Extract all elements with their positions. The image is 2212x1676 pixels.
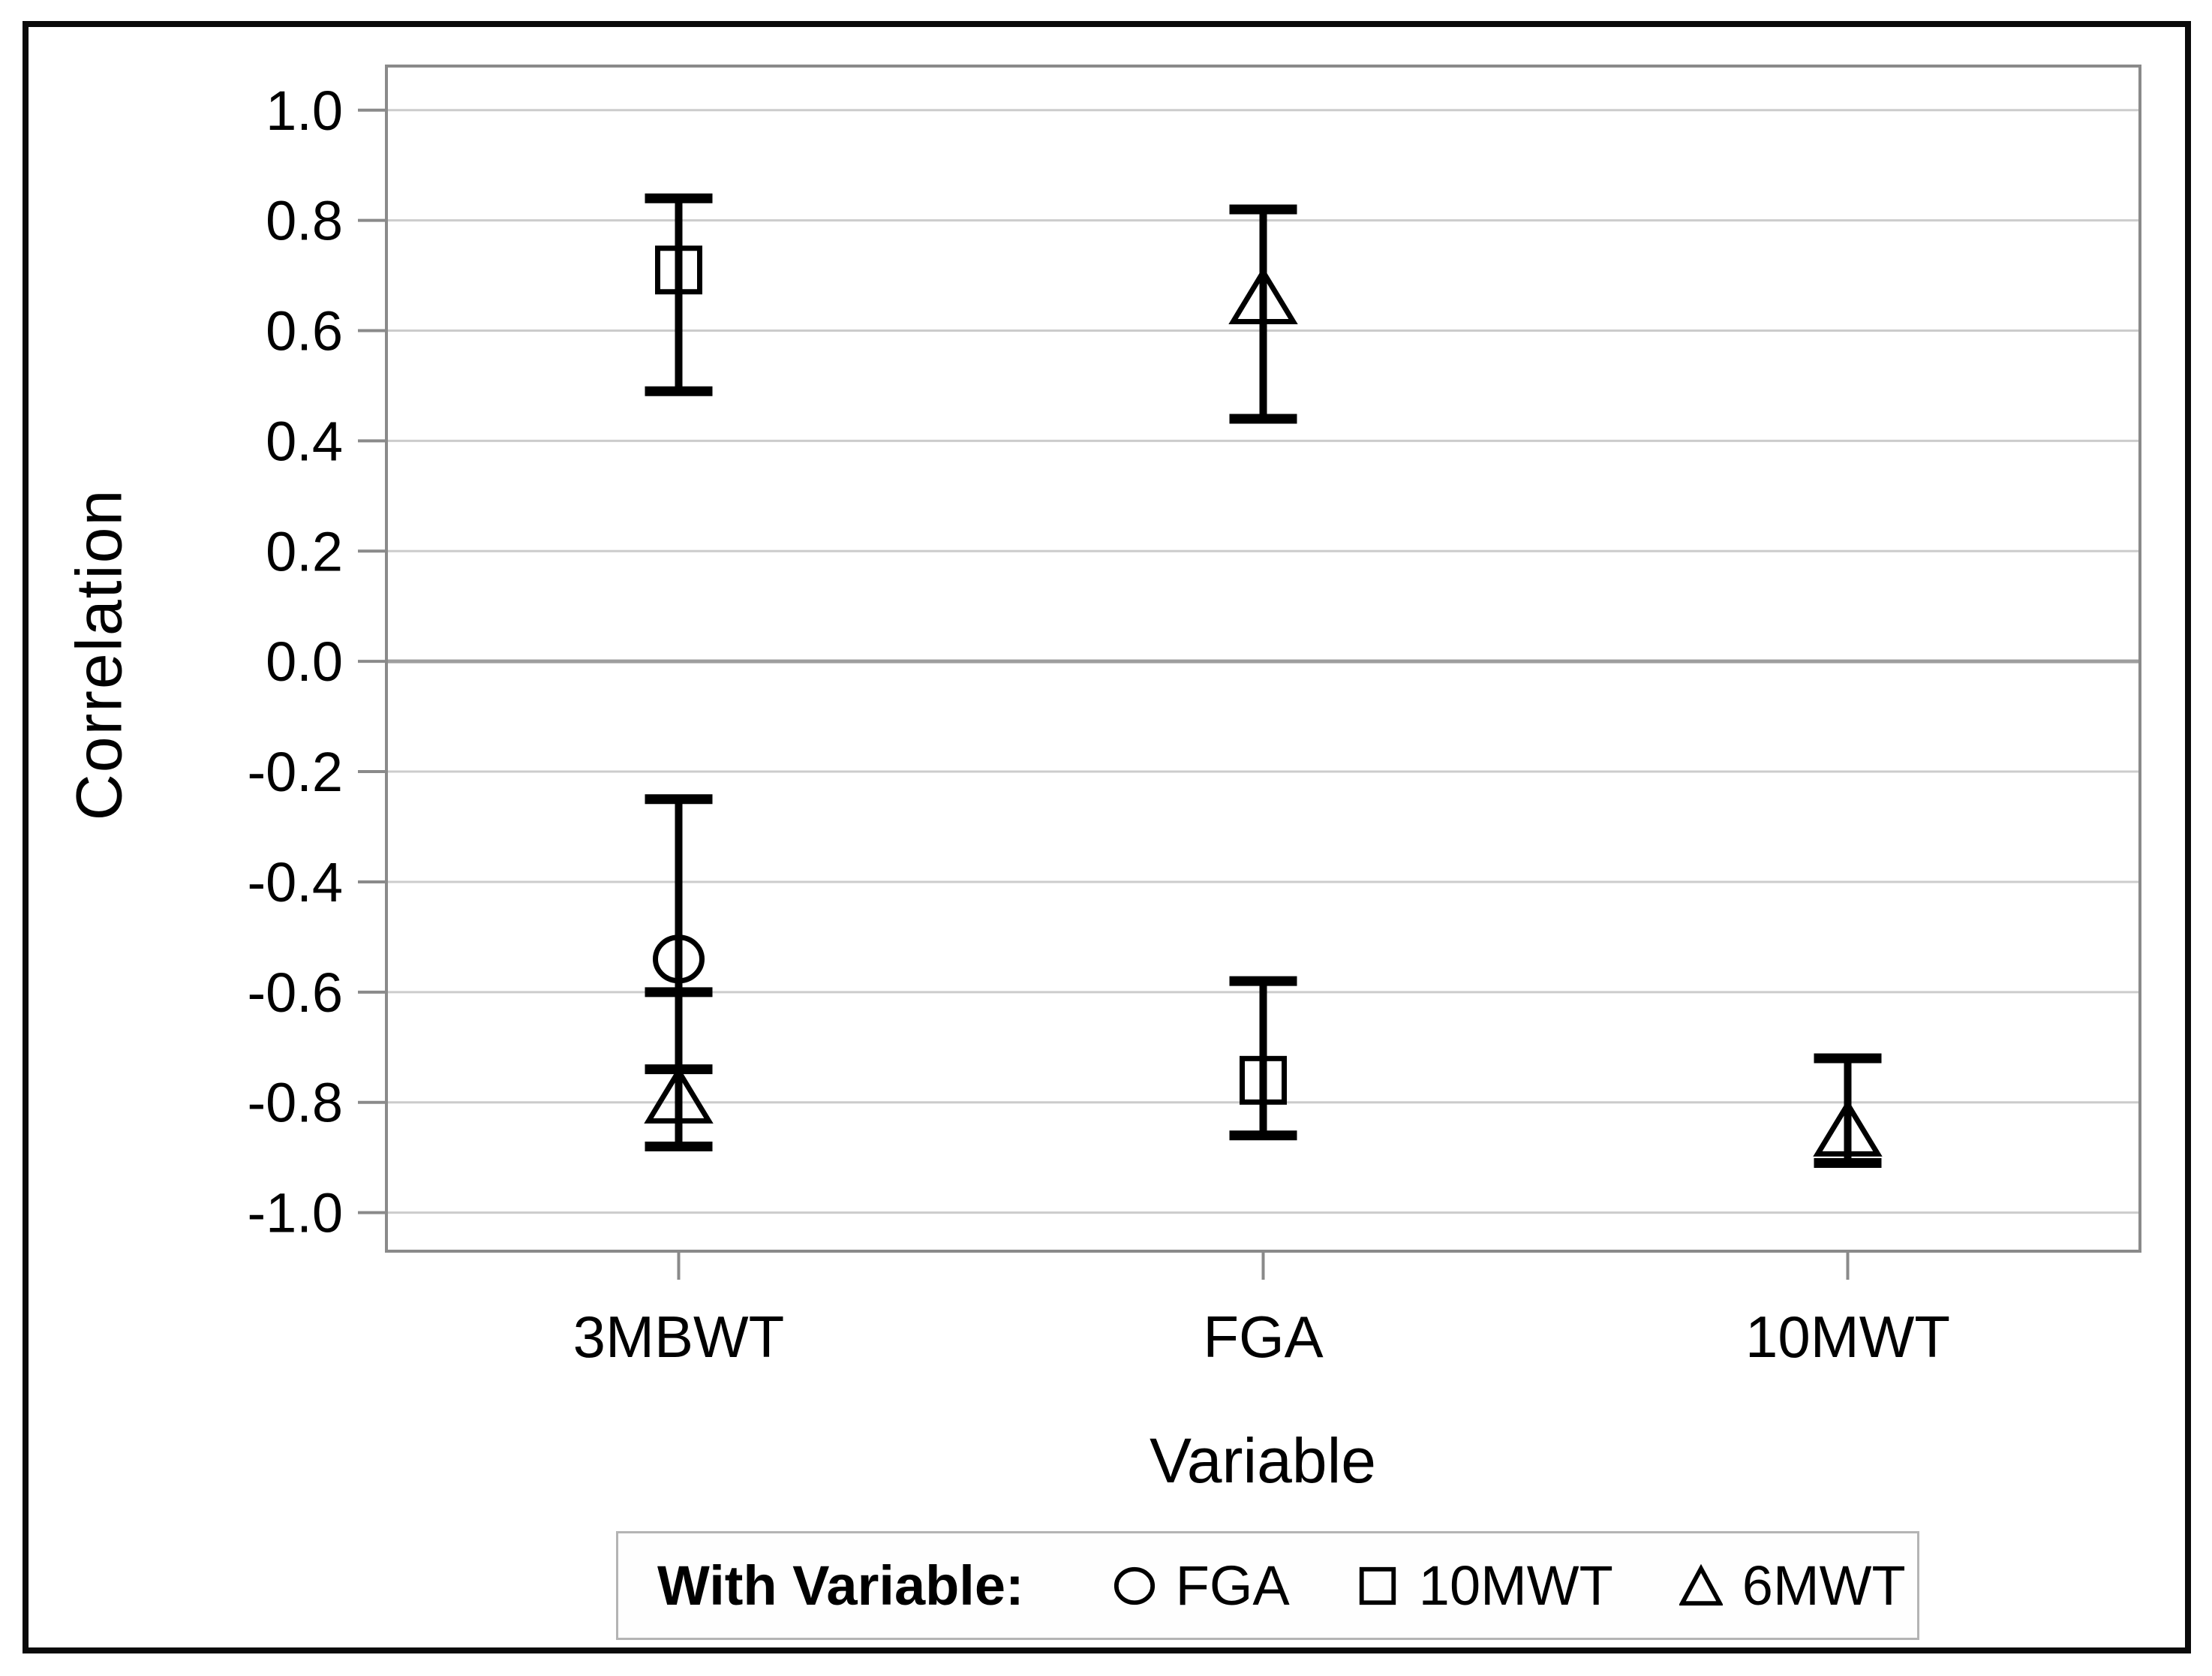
triangle-marker-6MWT-at-10MWT (1813, 1099, 1883, 1157)
square-marker-icon (1359, 1566, 1396, 1605)
y-axis-title: Correlation (63, 488, 136, 821)
legend-item-10mwt: 10MWT (1356, 1554, 1613, 1617)
y-tick-label-0.4: 0.4 (266, 410, 343, 472)
y-tick-label--0.8: -0.8 (247, 1072, 343, 1134)
legend-item-fga: FGA (1113, 1554, 1290, 1617)
circle-marker-FGA-at-3MBWT (653, 934, 705, 984)
x-tick-label-10MWT: 10MWT (1745, 1304, 1950, 1370)
y-tick-label--1.0: -1.0 (247, 1182, 343, 1244)
triangle-marker-6MWT-at-FGA (1228, 266, 1298, 324)
triangle-marker-icon (1679, 1563, 1723, 1605)
y-tick-label-0.0: 0.0 (266, 630, 343, 693)
legend-item-label: 10MWT (1418, 1554, 1613, 1617)
triangle-marker-6MWT-at-3MBWT (644, 1066, 714, 1124)
y-tick-label-0.6: 0.6 (266, 300, 343, 363)
legend-item-label: FGA (1175, 1554, 1290, 1617)
legend-item-label: 6MWT (1742, 1554, 1906, 1617)
y-tick-label-0.2: 0.2 (266, 520, 343, 582)
legend: With Variable: FGA 10MWT 6MWT (616, 1531, 1919, 1640)
y-tick-label--0.4: -0.4 (247, 851, 343, 913)
y-tick-label-0.8: 0.8 (266, 190, 343, 252)
y-tick-label-1.0: 1.0 (266, 80, 343, 142)
x-tick-label-3MBWT: 3MBWT (573, 1304, 785, 1370)
x-axis-title: Variable (1150, 1425, 1376, 1496)
x-tick-label-FGA: FGA (1203, 1304, 1323, 1370)
y-tick-label--0.6: -0.6 (247, 961, 343, 1024)
square-marker-10MWT-at-FGA (1240, 1055, 1287, 1105)
square-marker-10MWT-at-3MBWT (655, 245, 702, 295)
legend-title: With Variable: (657, 1554, 1024, 1617)
figure-border (23, 21, 2191, 1653)
legend-item-6mwt: 6MWT (1679, 1554, 1906, 1617)
y-tick-label--0.2: -0.2 (247, 741, 343, 803)
circle-marker-icon (1114, 1566, 1155, 1605)
